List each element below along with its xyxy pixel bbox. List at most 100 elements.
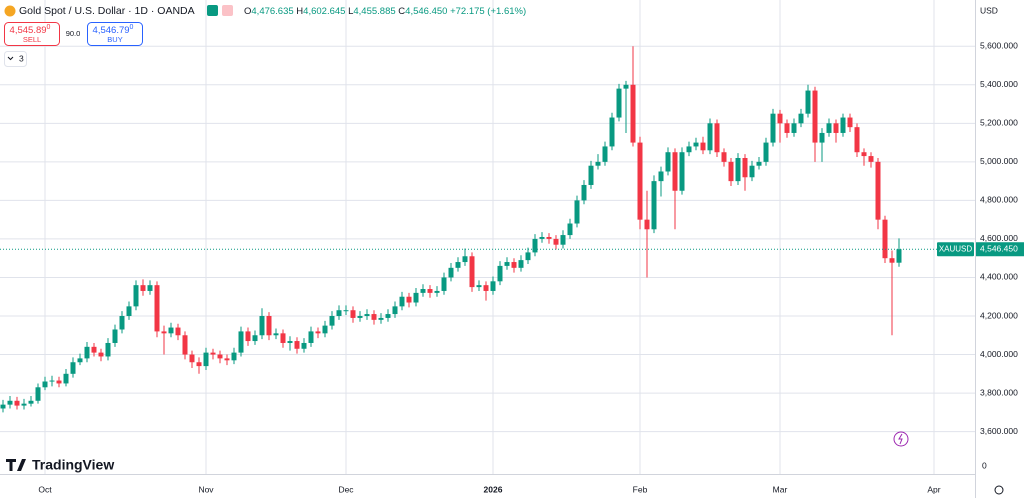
candle-body	[189, 354, 195, 363]
candle-body	[427, 289, 433, 293]
candle-body	[203, 352, 209, 367]
candle-body	[805, 90, 811, 114]
sell-pip: 0	[47, 24, 51, 31]
candle-body	[378, 317, 384, 320]
candle-body	[721, 152, 727, 162]
buy-button[interactable]	[87, 22, 143, 46]
spread: 90.0	[66, 29, 81, 38]
candle-body	[707, 123, 713, 151]
candle-body	[133, 285, 139, 307]
candle-body	[350, 310, 356, 318]
candle-body	[483, 285, 489, 291]
candle-body	[693, 142, 699, 147]
candle-body	[63, 373, 69, 384]
candle-body	[287, 341, 293, 343]
overlay: XAUUSD 4,546.450	[0, 242, 1024, 257]
candle-body	[154, 285, 160, 332]
candle-body	[217, 354, 223, 359]
candle-body	[469, 256, 475, 288]
candle-body	[658, 171, 664, 182]
candle-body	[98, 352, 104, 357]
candle-body	[210, 352, 216, 355]
chevron-icon	[7, 56, 14, 61]
candle-body	[371, 314, 377, 320]
candle-body	[532, 238, 538, 253]
candle-body	[847, 117, 853, 128]
candle-body	[56, 380, 62, 384]
candle-body	[35, 387, 41, 401]
candle-body	[91, 346, 97, 353]
high-value: 4,602.645	[303, 6, 345, 17]
candle-body	[609, 117, 615, 147]
candle-body	[259, 316, 265, 336]
open-label: O	[244, 6, 251, 17]
settings-icon[interactable]	[994, 485, 1004, 495]
candle-body	[630, 84, 636, 143]
y-tick-label: 4,600.000	[980, 233, 1018, 243]
candle-body	[504, 262, 510, 266]
candle-body	[756, 161, 762, 166]
last-price-tag: 4,546.450	[980, 243, 1018, 253]
candle-body	[434, 290, 440, 293]
candle-body	[392, 306, 398, 315]
candle-body	[329, 316, 335, 326]
candle-body	[168, 327, 174, 334]
ohlc-legend: O4,476.635 H4,602.645 L4,455.885 C4,546.…	[244, 6, 526, 17]
candle-body	[889, 258, 895, 263]
indicators-toggle[interactable]	[4, 51, 27, 67]
candle-body	[497, 265, 503, 282]
candle-body	[644, 219, 650, 230]
candle-body	[672, 152, 678, 191]
candle-body	[749, 165, 755, 178]
y-tick-label: 3,600.000	[980, 426, 1018, 436]
currency: USD	[980, 5, 998, 15]
candle-body	[665, 152, 671, 172]
indicators-count: 3	[19, 53, 24, 63]
lower-scale-label: 0	[982, 460, 987, 470]
candle-body	[546, 237, 552, 239]
candle-body	[560, 235, 566, 245]
x-tick-label: Feb	[633, 484, 648, 494]
candle-body	[833, 123, 839, 133]
candle-body	[315, 331, 321, 334]
candle-body	[273, 333, 279, 336]
flash-bolt	[898, 433, 903, 445]
candle-body	[448, 267, 454, 278]
candle-body	[21, 403, 27, 406]
close-value: 4,546.450	[405, 6, 447, 17]
chart-title: Gold Spot / U.S. Dollar · 1D · OANDA	[19, 5, 195, 17]
candle-body	[147, 285, 153, 291]
x-tick-label: Apr	[927, 484, 940, 494]
symbol-icon	[4, 5, 16, 17]
y-tick-label: 5,200.000	[980, 118, 1018, 128]
candle-body	[0, 404, 6, 409]
candle-body	[462, 256, 468, 263]
x-tick-label: Mar	[773, 484, 788, 494]
candle-body	[525, 252, 531, 261]
close-label: C	[398, 6, 405, 17]
candle-body	[441, 277, 447, 291]
candle-body	[651, 181, 657, 230]
candle-body	[28, 400, 34, 404]
x-tick-label: 2026	[484, 484, 503, 494]
candle-body	[511, 262, 517, 268]
symbol-tag: XAUUSD	[939, 244, 973, 253]
y-tick-label: 4,800.000	[980, 195, 1018, 205]
sell-button[interactable]	[4, 22, 60, 46]
candle-body	[224, 358, 230, 361]
candle-body	[539, 237, 545, 239]
candle-body	[413, 292, 419, 303]
candle-body	[70, 362, 76, 374]
candle-body	[112, 329, 118, 343]
candle-body	[406, 296, 412, 303]
candle-body	[7, 400, 13, 405]
candle-body	[602, 146, 608, 162]
candle-body	[238, 331, 244, 353]
candle-body	[623, 84, 629, 89]
low-value: 4,455.885	[353, 6, 395, 17]
candle-body	[42, 381, 48, 388]
candle-body	[294, 341, 300, 349]
candle-body	[455, 262, 461, 268]
